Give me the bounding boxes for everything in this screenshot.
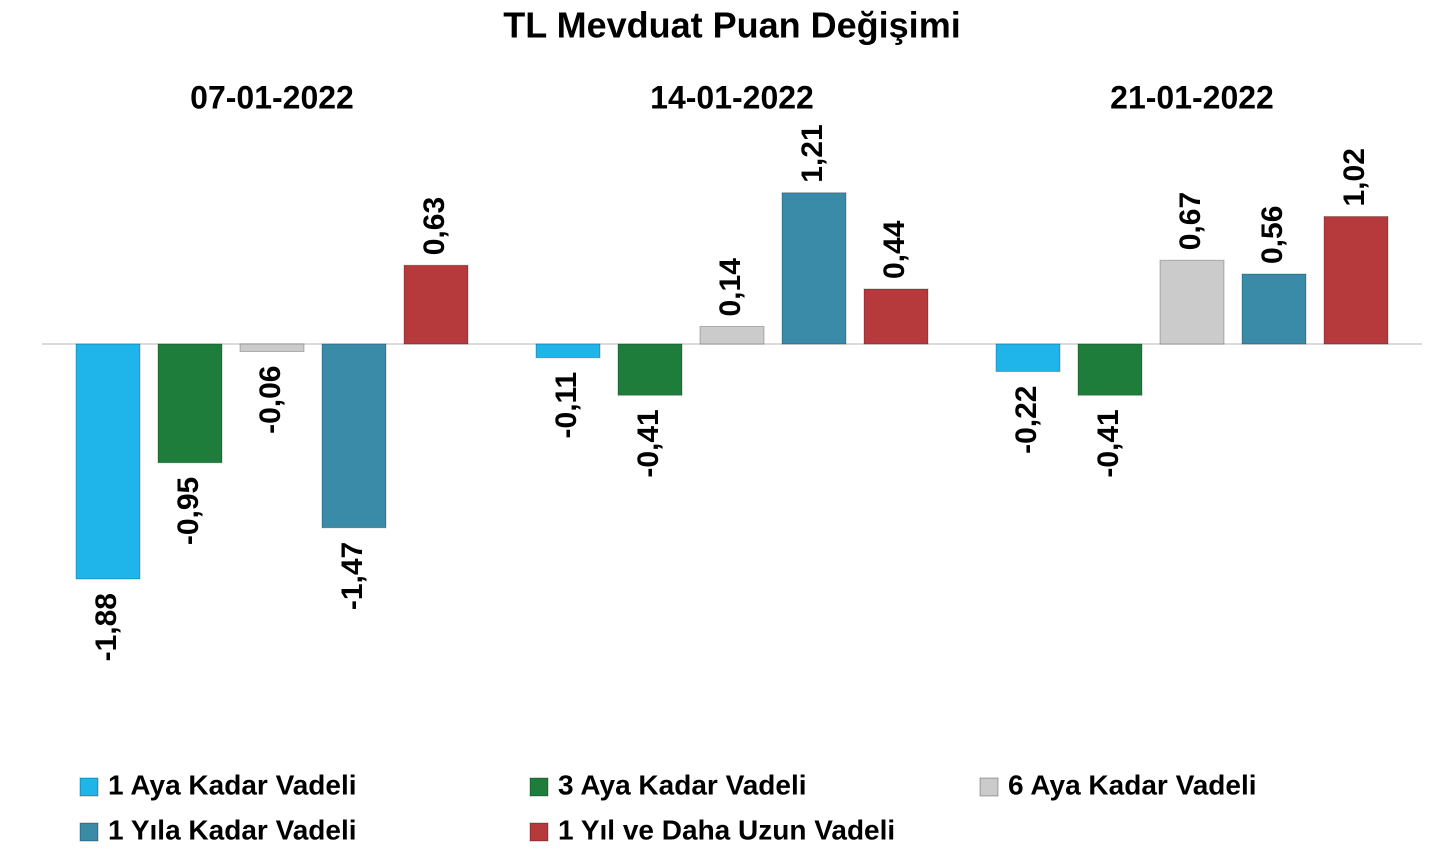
- value-label: -1,47: [336, 542, 369, 610]
- legend-swatch: [79, 777, 99, 797]
- legend-swatch: [79, 822, 99, 842]
- legend-label: 3 Aya Kadar Vadeli: [558, 769, 807, 800]
- bar: [535, 343, 601, 359]
- bar: [1323, 216, 1389, 345]
- value-label: 0,56: [1256, 206, 1289, 264]
- bar: [1241, 273, 1307, 345]
- value-label: 0,14: [714, 258, 747, 317]
- value-label: 0,44: [878, 220, 911, 279]
- legend-swatch: [979, 777, 999, 797]
- value-label: -0,11: [550, 372, 583, 439]
- bar: [403, 264, 469, 345]
- value-label: -1,88: [90, 593, 123, 661]
- bar: [863, 288, 929, 345]
- value-label: 1,02: [1338, 148, 1371, 206]
- value-label: 0,63: [418, 197, 451, 255]
- bar: [75, 343, 141, 580]
- chart-title: TL Mevduat Puan Değişimi: [503, 5, 960, 46]
- bar: [321, 343, 387, 529]
- category-label: 21-01-2022: [1110, 79, 1274, 115]
- bar: [157, 343, 223, 464]
- value-label: -0,06: [254, 366, 287, 434]
- bar: [699, 326, 765, 345]
- bar: [1077, 343, 1143, 396]
- value-label: -0,41: [632, 409, 665, 477]
- bar: [995, 343, 1061, 372]
- bar: [239, 343, 305, 352]
- value-label: 0,67: [1174, 192, 1207, 250]
- legend-swatch: [529, 777, 549, 797]
- category-label: 07-01-2022: [190, 79, 354, 115]
- value-label: -0,95: [172, 477, 205, 545]
- value-label: -0,41: [1092, 409, 1125, 477]
- value-label: -0,22: [1010, 386, 1043, 454]
- bar: [1159, 259, 1225, 345]
- legend-label: 1 Yıl ve Daha Uzun Vadeli: [558, 814, 895, 845]
- legend-label: 1 Yıla Kadar Vadeli: [108, 814, 357, 845]
- legend-swatch: [529, 822, 549, 842]
- bar: [617, 343, 683, 396]
- bar: [781, 192, 847, 345]
- value-label: 1,21: [796, 124, 829, 182]
- category-label: 14-01-2022: [650, 79, 814, 115]
- legend-label: 6 Aya Kadar Vadeli: [1008, 769, 1257, 800]
- legend-label: 1 Aya Kadar Vadeli: [108, 769, 357, 800]
